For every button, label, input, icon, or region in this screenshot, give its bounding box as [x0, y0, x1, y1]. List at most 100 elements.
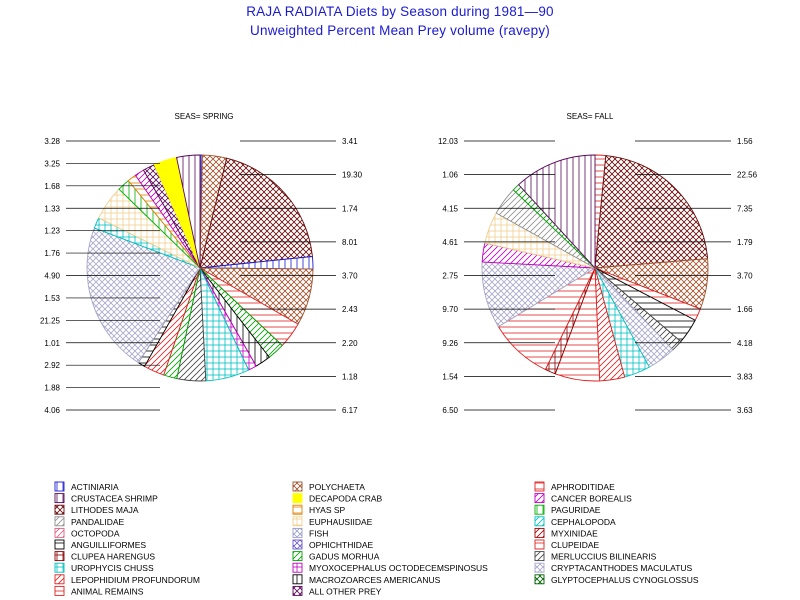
slice-label: 21.25 [40, 316, 61, 325]
legend-label: MYOXOCEPHALUS OCTODECEMSPINOSUS [309, 563, 488, 573]
legend-label: FISH [309, 528, 328, 538]
slice-label: 3.83 [737, 372, 753, 381]
legend-swatch [534, 516, 545, 527]
legend-swatch [54, 574, 65, 585]
slice-label: 1.33 [44, 204, 60, 213]
slice-label: 3.25 [44, 159, 60, 168]
slice-label: 8.01 [342, 238, 358, 247]
legend-swatch [54, 551, 65, 562]
legend-label: CRYPTACANTHODES MACULATUS [551, 563, 693, 573]
slice-label: 1.23 [44, 227, 60, 236]
chart-subtitle: Unweighted Percent Mean Prey volume (rav… [250, 23, 550, 38]
legend-swatch [534, 574, 545, 585]
slice-label: 4.06 [44, 406, 60, 415]
slice-label: 3.70 [737, 272, 753, 281]
legend-label: PAGURIDAE [551, 505, 601, 515]
legend-swatch [54, 539, 65, 550]
pie-slice [86, 227, 201, 364]
pie-title: SEAS= FALL [567, 112, 614, 121]
legend-swatch [292, 481, 303, 492]
slice-label: 3.28 [44, 137, 60, 146]
legend-label: LITHODES MAJA [71, 505, 139, 515]
slice-label: 4.90 [44, 272, 60, 281]
legend-label: ALL OTHER PREY [309, 586, 382, 596]
legend-swatch [534, 562, 545, 573]
slice-label: 6.50 [442, 406, 458, 415]
legend-swatch [534, 481, 545, 492]
slice-label: 1.79 [737, 238, 753, 247]
legend-swatch [534, 493, 545, 504]
legend-label: GADUS MORHUA [309, 552, 380, 562]
slice-label: 9.70 [442, 305, 458, 314]
pie-slice [176, 154, 201, 269]
legend-swatch [54, 527, 65, 538]
slice-label: 1.54 [442, 372, 458, 381]
legend-swatch [292, 493, 303, 504]
legend-swatch [534, 504, 545, 515]
legend-label: MYXINIDAE [551, 528, 598, 538]
slice-label: 9.26 [442, 339, 458, 348]
legend-swatch [292, 527, 303, 538]
pie-title: SEAS= SPRING [175, 112, 234, 121]
pie-slice [594, 155, 709, 269]
slice-label: 1.68 [44, 182, 60, 191]
legend-label: LEPOPHIDIUM PROFUNDORUM [71, 575, 200, 585]
slice-label: 22.56 [737, 171, 758, 180]
legend-swatch [54, 504, 65, 515]
legend-label: PANDALIDAE [71, 517, 125, 527]
legend-label: MERLUCCIUS BILINEARIS [551, 552, 657, 562]
slice-label: 2.75 [442, 272, 458, 281]
slice-label: 1.74 [342, 204, 358, 213]
slice-label: 7.35 [737, 204, 753, 213]
legend-swatch [54, 516, 65, 527]
slice-label: 4.18 [737, 339, 753, 348]
slice-label: 19.30 [342, 171, 363, 180]
legend-swatch [292, 551, 303, 562]
legend-label: HYAS SP [309, 505, 346, 515]
legend-label: APHRODITIDAE [551, 482, 615, 492]
legend-swatch [54, 493, 65, 504]
legend-label: OPHICHTHIDAE [309, 540, 374, 550]
legend-label: CEPHALOPODA [551, 517, 616, 527]
legend-swatch [292, 562, 303, 573]
slice-label: 1.88 [44, 384, 60, 393]
slice-label: 4.61 [442, 238, 458, 247]
legend-swatch [534, 527, 545, 538]
slice-label: 1.06 [442, 171, 458, 180]
slice-label: 12.03 [438, 137, 459, 146]
pie-slice [199, 157, 313, 269]
slice-label: 2.43 [342, 305, 358, 314]
slice-label: 2.92 [44, 361, 60, 370]
legend-label: ACTINIARIA [71, 482, 119, 492]
slice-label: 1.53 [44, 294, 60, 303]
legend-label: GLYPTOCEPHALUS CYNOGLOSSUS [551, 575, 699, 585]
legend-label: UROPHYCIS CHUSS [71, 563, 154, 573]
legend-swatch [534, 539, 545, 550]
slice-label: 6.17 [342, 406, 358, 415]
slice-label: 3.70 [342, 272, 358, 281]
pie-slice [517, 154, 596, 270]
slice-label: 3.63 [737, 406, 753, 415]
legend-label: POLYCHAETA [309, 482, 365, 492]
slice-label: 1.01 [44, 339, 60, 348]
legend-swatch [54, 562, 65, 573]
legend-swatch [54, 585, 65, 596]
legend-label: MACROZOARCES AMERICANUS [309, 575, 441, 585]
legend-label: EUPHAUSIIDAE [309, 517, 373, 527]
chart-title: RAJA RADIATA Diets by Season during 1981… [246, 4, 554, 19]
legend-swatch [292, 516, 303, 527]
legend-label: CANCER BOREALIS [551, 494, 632, 504]
legend-label: ANIMAL REMAINS [71, 586, 144, 596]
slice-label: 1.66 [737, 305, 753, 314]
slice-label: 1.76 [44, 249, 60, 258]
legend-swatch [292, 585, 303, 596]
legend-label: ANGUILLIFORMES [71, 540, 146, 550]
legend-label: OCTOPODA [71, 528, 120, 538]
legend-label: DECAPODA CRAB [309, 494, 383, 504]
slice-label: 3.41 [342, 137, 358, 146]
legend-label: CRUSTACEA SHRIMP [71, 494, 158, 504]
legend-swatch [292, 574, 303, 585]
slice-label: 1.18 [342, 372, 358, 381]
slice-label: 1.56 [737, 137, 753, 146]
